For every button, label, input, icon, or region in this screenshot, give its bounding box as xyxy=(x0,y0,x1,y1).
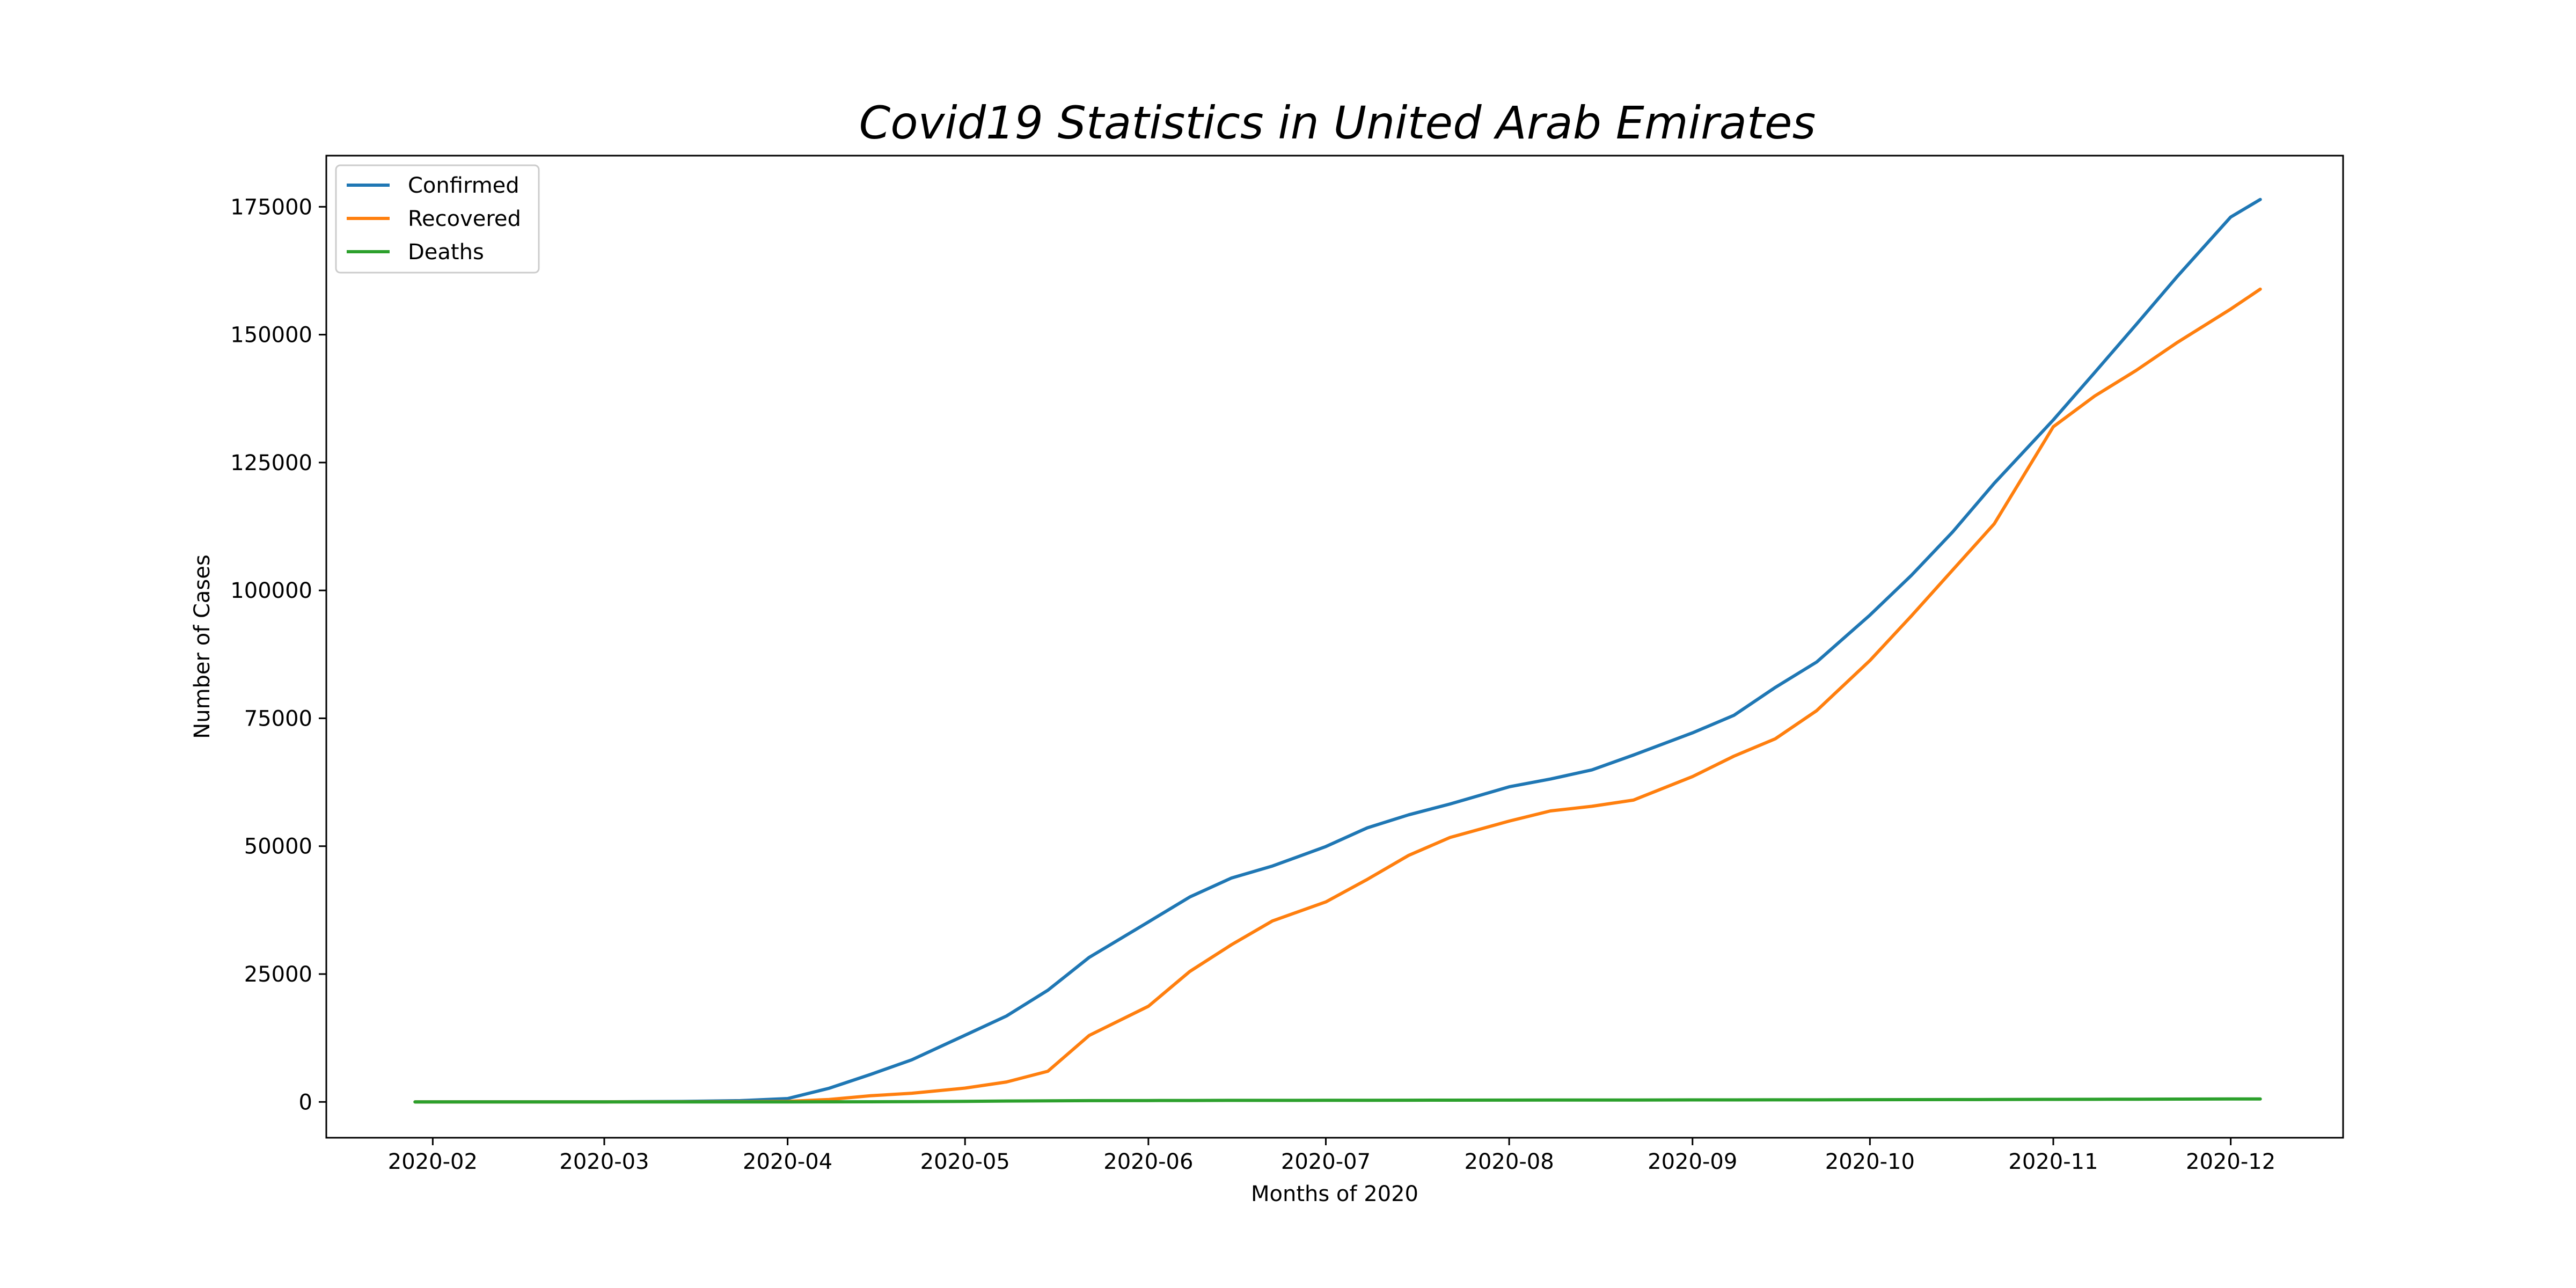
y-tick-label: 100000 xyxy=(230,579,312,603)
y-tick-label: 0 xyxy=(299,1090,312,1115)
legend-frame xyxy=(335,164,540,274)
legend-label-recovered: Recovered xyxy=(408,207,521,231)
x-tick-label: 2020-12 xyxy=(2186,1150,2275,1174)
x-tick-label: 2020-10 xyxy=(1825,1150,1915,1174)
x-axis: 2020-02 2020-03 2020-04 2020-05 2020-06 2020-… xyxy=(388,1138,2275,1174)
plot-frame xyxy=(325,155,2344,1139)
x-tick-label: 2020-06 xyxy=(1103,1150,1193,1174)
x-tick-label: 2020-04 xyxy=(743,1150,832,1174)
x-axis-label: Months of 2020 xyxy=(1251,1182,1418,1206)
x-tick-label: 2020-05 xyxy=(920,1150,1010,1174)
series-line-confirmed xyxy=(413,197,2262,1104)
y-tick-label: 150000 xyxy=(230,323,312,348)
chart-title: Covid19 Statistics in United Arab Emirat… xyxy=(859,97,1816,149)
y-axis-label: Number of Cases xyxy=(190,554,215,738)
series-line-recovered xyxy=(413,287,2262,1104)
series-lines xyxy=(413,197,2262,1104)
y-tick-label: 50000 xyxy=(244,835,312,859)
x-tick-label: 2020-02 xyxy=(388,1150,478,1174)
legend-label-confirmed: Confirmed xyxy=(408,173,519,198)
plot-area xyxy=(325,155,2344,1139)
y-axis: 0 25000 50000 75000 100000 125000 150000 175000 xyxy=(230,195,326,1115)
x-tick-label: 2020-07 xyxy=(1281,1150,1371,1174)
y-tick-label: 25000 xyxy=(244,962,312,987)
y-tick-label: 75000 xyxy=(244,706,312,731)
series-line-deaths xyxy=(413,1097,2262,1104)
x-tick-label: 2020-08 xyxy=(1465,1150,1554,1174)
y-tick-label: 175000 xyxy=(230,195,312,219)
legend: Confirmed Recovered Deaths xyxy=(335,164,540,274)
y-tick-label: 125000 xyxy=(230,451,312,475)
x-tick-label: 2020-09 xyxy=(1648,1150,1737,1174)
x-tick-label: 2020-03 xyxy=(559,1150,649,1174)
x-tick-label: 2020-11 xyxy=(2008,1150,2098,1174)
legend-label-deaths: Deaths xyxy=(408,240,484,265)
